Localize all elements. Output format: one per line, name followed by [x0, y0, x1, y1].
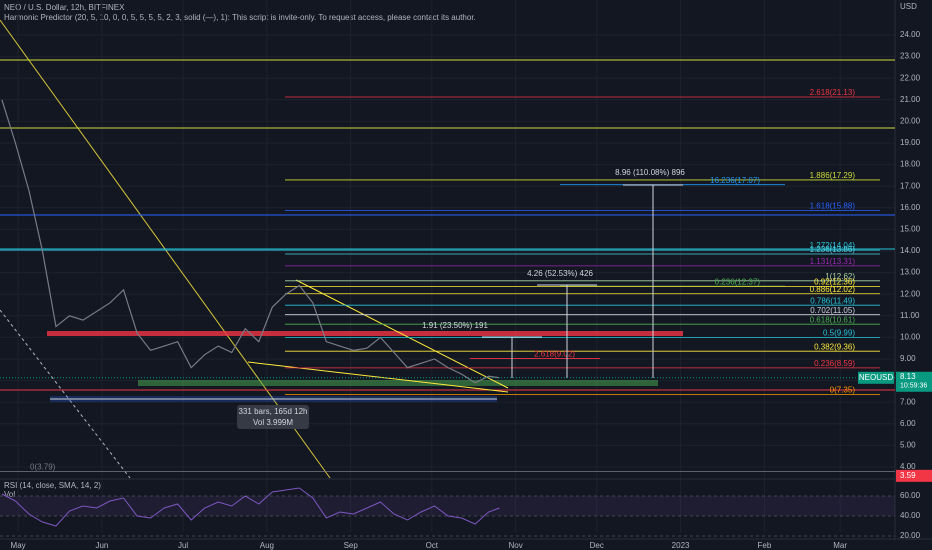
fib-label: 1.272(14.04) [810, 241, 856, 250]
wedge-line [295, 279, 509, 389]
symbol-label: NEOUSD [859, 373, 893, 382]
rsi-tick-label: 60.00 [900, 491, 921, 500]
y-tick-label: 4.00 [900, 462, 916, 471]
y-tick-label: 14.00 [900, 246, 921, 255]
x-tick-label: 2023 [672, 541, 690, 550]
wedge-line [247, 361, 509, 393]
y-tick-label: 16.00 [900, 203, 921, 212]
y-tick-label: 6.00 [900, 419, 916, 428]
time-label: 10:59:36 [900, 383, 927, 390]
measure-label: 4.26 (52.53%) 426 [527, 269, 593, 278]
x-tick-label: Nov [509, 541, 523, 550]
fib-label: 0.786(11.49) [810, 296, 855, 305]
x-tick-label: May [11, 541, 26, 550]
fib-label: 0(7.35) [830, 386, 856, 395]
x-tick-label: Oct [426, 541, 439, 550]
price-line [1, 99, 500, 384]
y-tick-label: 10.00 [900, 332, 921, 341]
x-tick-label: Jun [95, 541, 108, 550]
y-tick-label: 23.00 [900, 52, 921, 61]
fib-label: 0.236(12.37) [715, 277, 761, 286]
price-label: 8.13 [900, 372, 916, 381]
y-tick-label: 21.00 [900, 95, 921, 104]
vol-label: Vol [4, 490, 15, 499]
y-tick-label: 18.00 [900, 160, 921, 169]
low-tag [896, 469, 932, 482]
measure-label: 8.96 (110.08%) 896 [615, 168, 685, 177]
resistance-zone [47, 331, 683, 336]
x-tick-label: Dec [590, 541, 604, 550]
y-tick-label: 13.00 [900, 268, 921, 277]
fib-label: 0.236(8.59) [814, 359, 855, 368]
range-tooltip [237, 405, 309, 429]
measure-label: 1.91 (23.50%) 191 [422, 321, 488, 330]
x-tick-label: Sep [344, 541, 359, 550]
y-tick-label: 7.00 [900, 397, 916, 406]
support-zone [138, 380, 658, 386]
y-tick-label: 15.00 [900, 224, 921, 233]
fib-label: 0(3.79) [30, 463, 56, 472]
range-label: 331 bars, 165d 12h [239, 407, 308, 416]
fib-label: 0.618(10.61) [810, 315, 856, 324]
x-tick-label: Mar [833, 541, 847, 550]
fib-label: 0.702(11.05) [810, 306, 855, 315]
currency: USD [900, 2, 917, 11]
chart-title: NEO / U.S. Dollar, 12h, BITFINEX [4, 3, 125, 12]
fib-label: 0.382(9.36) [814, 342, 855, 351]
price-tag [896, 371, 932, 392]
y-tick-label: 22.00 [900, 73, 921, 82]
y-tick-label: 19.00 [900, 138, 921, 147]
y-tick-label: 12.00 [900, 289, 921, 298]
rsi-title: RSI (14, close, SMA, 14, 2) [4, 481, 101, 490]
indicator-label: Harmonic Predictor (20, 5, 10, 0, 0, 5, … [4, 13, 476, 22]
fib-label: 2.618(9.02) [534, 350, 575, 359]
fib-label: 0.886(12.02) [810, 285, 856, 294]
fib-label: 0.5(9.99) [823, 329, 855, 338]
y-tick-label: 24.00 [900, 30, 921, 39]
rsi-line [1, 487, 500, 527]
fib-label: 1.886(17.29) [810, 171, 856, 180]
fib-label: 1.618(15.88) [810, 201, 856, 210]
x-tick-label: Feb [758, 541, 772, 550]
fib-label: 16.236(17.07) [710, 176, 760, 185]
x-tick-label: Aug [260, 541, 274, 550]
low-label: 3.59 [900, 471, 916, 480]
rsi-tick-label: 20.00 [900, 531, 921, 540]
y-tick-label: 11.00 [900, 311, 920, 320]
fib-label: 0.92(12.36) [814, 278, 855, 287]
fib-label: 1.236(13.86) [810, 245, 856, 254]
x-tick-label: Jul [178, 541, 188, 550]
fib-label: 1(12.62) [825, 272, 855, 281]
range-label: Vol 3.999M [253, 418, 293, 427]
y-tick-label: 17.00 [900, 181, 921, 190]
symbol-tag [858, 371, 894, 384]
rsi-tick-label: 40.00 [900, 511, 921, 520]
y-tick-label: 20.00 [900, 116, 921, 125]
y-tick-label: 9.00 [900, 354, 916, 363]
rsi-band [0, 496, 895, 516]
fib-label: 2.618(21.13) [810, 88, 856, 97]
y-tick-label: 5.00 [900, 440, 916, 449]
fib-label: 1.131(13.31) [810, 257, 856, 266]
